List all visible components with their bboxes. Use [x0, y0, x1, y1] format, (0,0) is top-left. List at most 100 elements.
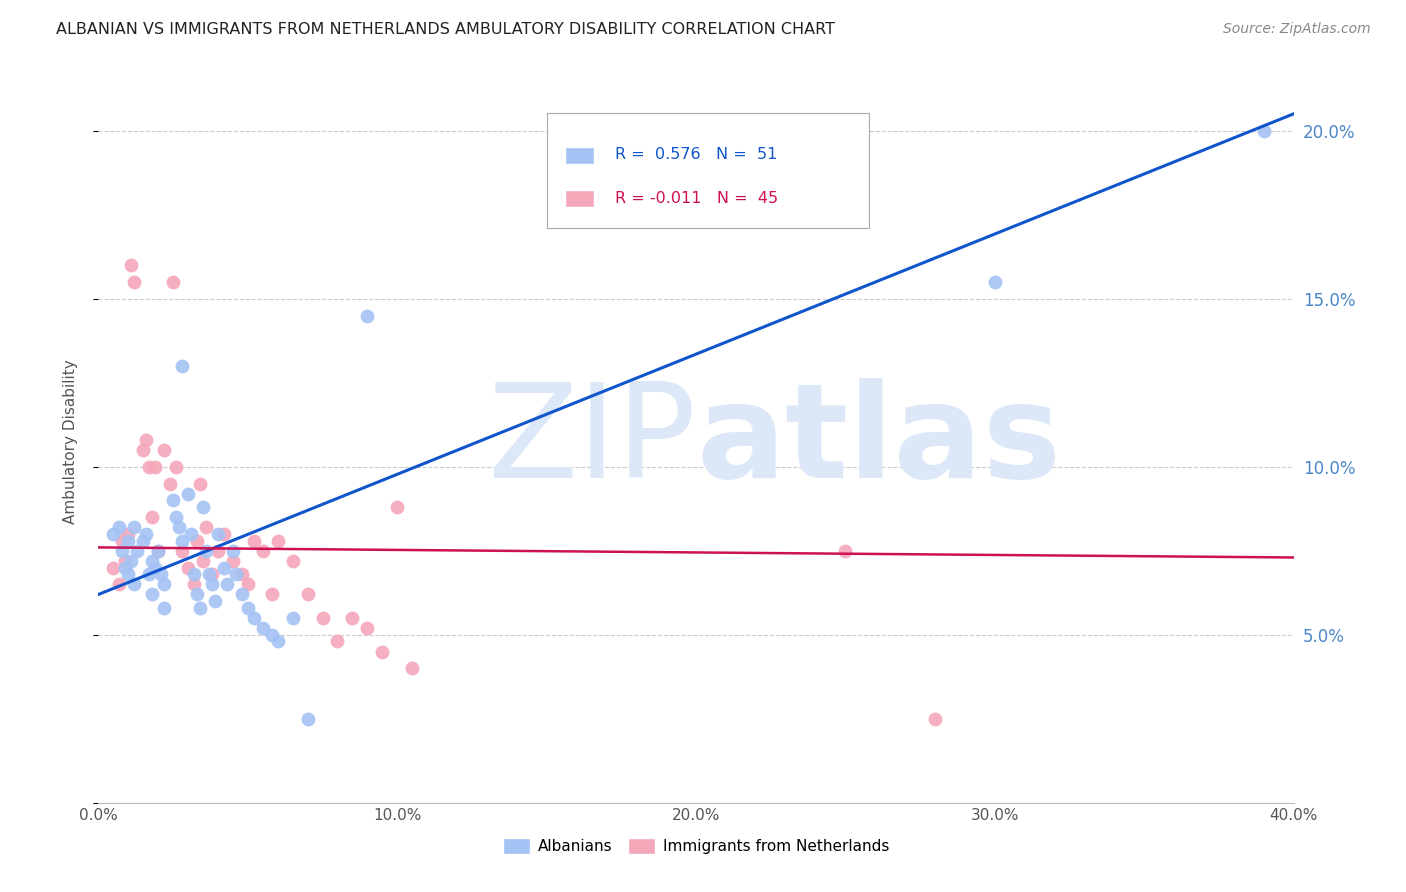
Y-axis label: Ambulatory Disability: Ambulatory Disability — [63, 359, 77, 524]
Point — [141, 587, 163, 601]
Point — [180, 527, 202, 541]
Point — [132, 533, 155, 548]
Point — [297, 712, 319, 726]
Point — [111, 543, 134, 558]
Point — [162, 493, 184, 508]
Point — [117, 527, 139, 541]
Point — [114, 560, 136, 574]
Point — [385, 500, 409, 514]
Point — [172, 533, 194, 548]
Point — [148, 543, 170, 558]
Point — [204, 594, 226, 608]
Point — [138, 567, 160, 582]
Point — [191, 500, 214, 514]
Point — [153, 577, 176, 591]
Point — [141, 510, 163, 524]
Point — [117, 533, 139, 548]
Point — [167, 520, 190, 534]
Point — [132, 442, 155, 457]
Point — [342, 611, 364, 625]
Point — [401, 661, 423, 675]
Point — [148, 543, 170, 558]
Point — [201, 577, 224, 591]
Point — [177, 486, 200, 500]
Point — [103, 560, 125, 574]
Point — [326, 634, 349, 648]
Point — [124, 520, 146, 534]
Point — [117, 567, 139, 582]
Point — [143, 560, 166, 574]
Point — [222, 543, 245, 558]
Point — [236, 600, 259, 615]
Point — [103, 527, 125, 541]
Point — [177, 560, 200, 574]
Legend: Albanians, Immigrants from Netherlands: Albanians, Immigrants from Netherlands — [496, 832, 896, 860]
Point — [252, 543, 274, 558]
Point — [120, 258, 142, 272]
Point — [243, 533, 266, 548]
Point — [924, 712, 946, 726]
Point — [191, 554, 214, 568]
Point — [267, 533, 290, 548]
Point — [172, 359, 194, 373]
Point — [212, 527, 235, 541]
Point — [212, 560, 235, 574]
Point — [162, 275, 184, 289]
Point — [186, 587, 208, 601]
Point — [225, 567, 247, 582]
Point — [371, 644, 394, 658]
Point — [153, 442, 176, 457]
FancyBboxPatch shape — [565, 191, 595, 208]
Point — [108, 520, 131, 534]
Point — [356, 309, 378, 323]
Point — [108, 577, 131, 591]
Point — [138, 459, 160, 474]
Point — [243, 611, 266, 625]
Point — [183, 577, 205, 591]
Text: atlas: atlas — [696, 378, 1062, 505]
Text: R =  0.576   N =  51: R = 0.576 N = 51 — [614, 147, 778, 162]
Point — [111, 533, 134, 548]
Point — [311, 611, 333, 625]
Point — [195, 520, 218, 534]
Point — [267, 634, 290, 648]
Point — [165, 459, 187, 474]
Point — [150, 567, 173, 582]
Point — [260, 628, 283, 642]
Point — [231, 587, 253, 601]
Point — [201, 567, 224, 582]
Point — [281, 611, 304, 625]
Point — [114, 554, 136, 568]
Point — [222, 554, 245, 568]
Point — [186, 533, 208, 548]
Point — [984, 275, 1007, 289]
Point — [356, 621, 378, 635]
Point — [183, 567, 205, 582]
Point — [215, 577, 238, 591]
Text: ZIP: ZIP — [486, 378, 696, 505]
Point — [135, 433, 157, 447]
FancyBboxPatch shape — [547, 112, 869, 228]
Point — [153, 600, 176, 615]
Point — [834, 543, 856, 558]
Text: Source: ZipAtlas.com: Source: ZipAtlas.com — [1223, 22, 1371, 37]
Point — [1253, 124, 1275, 138]
Point — [281, 554, 304, 568]
Text: ALBANIAN VS IMMIGRANTS FROM NETHERLANDS AMBULATORY DISABILITY CORRELATION CHART: ALBANIAN VS IMMIGRANTS FROM NETHERLANDS … — [56, 22, 835, 37]
Point — [135, 527, 157, 541]
Point — [236, 577, 259, 591]
Point — [207, 543, 229, 558]
Point — [252, 621, 274, 635]
Point — [297, 587, 319, 601]
Point — [188, 476, 211, 491]
Point — [159, 476, 181, 491]
Point — [198, 567, 221, 582]
Point — [124, 577, 146, 591]
Point — [127, 543, 149, 558]
Point — [165, 510, 187, 524]
Point — [260, 587, 283, 601]
Point — [141, 554, 163, 568]
Point — [172, 543, 194, 558]
Point — [124, 275, 146, 289]
Text: R = -0.011   N =  45: R = -0.011 N = 45 — [614, 191, 778, 205]
